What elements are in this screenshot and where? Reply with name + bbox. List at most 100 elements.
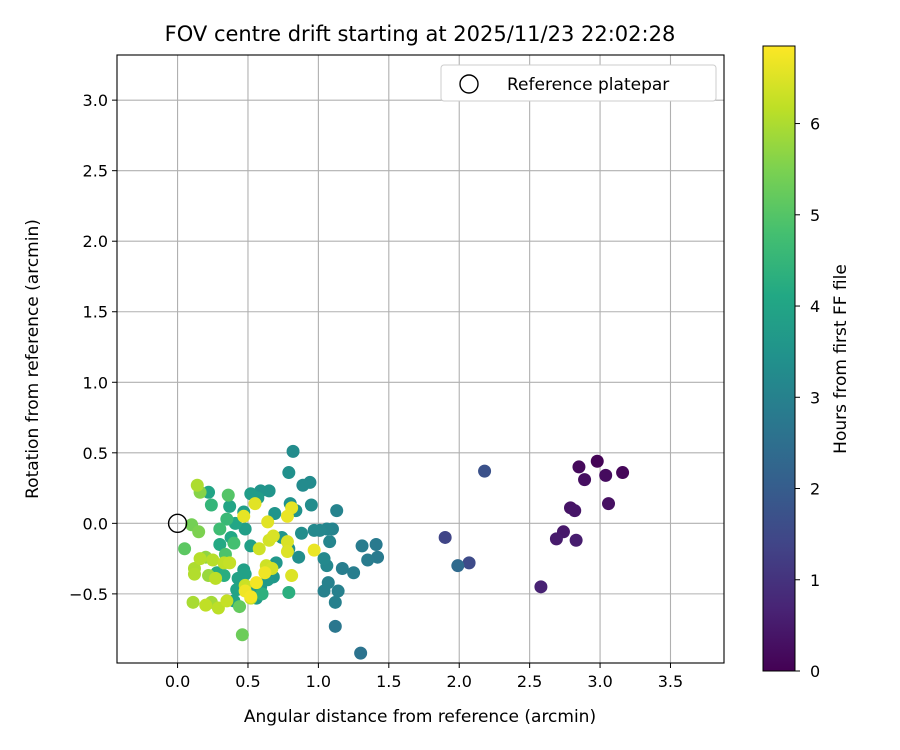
- data-point: [534, 580, 548, 594]
- y-tick-label: 1.5: [83, 303, 108, 322]
- data-point: [317, 584, 331, 598]
- data-points: [178, 444, 630, 660]
- data-point: [220, 594, 234, 608]
- data-point: [478, 464, 492, 478]
- colorbar-tick-label: 2: [810, 480, 820, 499]
- x-tick-label: 0.5: [235, 672, 260, 691]
- data-point: [323, 535, 337, 549]
- colorbar-tick-label: 4: [810, 297, 820, 316]
- y-tick-label: 2.0: [83, 232, 108, 251]
- data-point: [354, 646, 368, 660]
- data-point: [258, 566, 272, 580]
- y-tick-label: 0.5: [83, 444, 108, 463]
- data-point: [331, 584, 345, 598]
- data-point: [213, 538, 227, 552]
- data-point: [451, 559, 465, 573]
- y-axis-label: Rotation from reference (arcmin): [23, 219, 43, 499]
- data-point: [252, 542, 266, 556]
- data-point: [190, 478, 204, 492]
- data-point: [209, 571, 223, 585]
- y-axis-ticks: −0.5 0.0 0.5 1.0 1.5 2.0 2.5 3.0: [69, 91, 117, 604]
- data-point: [371, 550, 385, 564]
- colorbar-tick-label: 1: [810, 571, 820, 590]
- grid-lines: [117, 55, 724, 663]
- y-tick-label: 1.0: [83, 373, 108, 392]
- data-point: [294, 526, 308, 540]
- data-point: [361, 553, 375, 567]
- data-point: [569, 533, 583, 547]
- x-tick-label: 1.5: [376, 672, 401, 691]
- colorbar-gradient: [762, 45, 796, 672]
- data-point: [328, 619, 342, 633]
- data-point: [238, 522, 252, 536]
- data-point: [266, 529, 280, 543]
- data-point: [237, 509, 251, 523]
- data-point: [233, 600, 247, 614]
- data-point: [296, 478, 310, 492]
- colorbar-tick-label: 6: [810, 115, 820, 134]
- x-tick-label: 0.0: [165, 672, 190, 691]
- legend: Reference platepar: [440, 64, 717, 102]
- x-tick-label: 3.0: [587, 672, 612, 691]
- colorbar-tick-label: 0: [810, 662, 820, 681]
- data-point: [244, 590, 258, 604]
- data-point: [280, 535, 294, 549]
- data-point: [223, 556, 237, 570]
- data-point: [292, 550, 306, 564]
- data-point: [255, 587, 269, 601]
- x-tick-label: 2.0: [447, 672, 472, 691]
- y-tick-label: −0.5: [69, 585, 108, 604]
- plot-frame: [116, 54, 725, 664]
- legend-box: [440, 64, 717, 102]
- data-point: [602, 497, 616, 511]
- data-point: [355, 539, 369, 553]
- data-point: [285, 569, 299, 583]
- data-point: [187, 567, 201, 581]
- data-point: [178, 542, 192, 556]
- data-point: [304, 498, 318, 512]
- x-tick-label: 2.5: [517, 672, 542, 691]
- colorbar-tick-label: 3: [810, 388, 820, 407]
- data-point: [282, 466, 296, 480]
- data-point: [307, 523, 321, 537]
- data-point: [578, 473, 592, 487]
- legend-reference-icon: [459, 74, 479, 94]
- data-point: [369, 538, 383, 552]
- data-point: [438, 530, 452, 544]
- data-point: [199, 598, 213, 612]
- data-point: [317, 552, 331, 566]
- data-point: [599, 468, 613, 482]
- data-point: [286, 444, 300, 458]
- data-point: [227, 536, 241, 550]
- data-point: [280, 545, 294, 559]
- y-tick-label: 3.0: [83, 91, 108, 110]
- colorbar: 0 1 2 3 4 5 6 Hours from first FF file: [762, 45, 851, 681]
- y-tick-label: 2.5: [83, 162, 108, 181]
- legend-reference-label: Reference platepar: [507, 75, 669, 95]
- data-point: [192, 525, 206, 539]
- data-point: [193, 552, 207, 566]
- x-tick-label: 3.5: [658, 672, 683, 691]
- data-point: [307, 543, 321, 557]
- data-point: [204, 498, 218, 512]
- data-point: [186, 595, 200, 609]
- colorbar-label: Hours from first FF file: [831, 264, 851, 454]
- reference-point-marker: [167, 513, 188, 534]
- data-point: [462, 556, 476, 570]
- data-point: [261, 515, 275, 529]
- data-point: [335, 561, 349, 575]
- data-point: [248, 497, 262, 511]
- data-point: [568, 504, 582, 518]
- data-point: [223, 499, 237, 513]
- data-point: [280, 509, 294, 523]
- x-axis-ticks: 0.0 0.5 1.0 1.5 2.0 2.5 3.0 3.5: [165, 663, 683, 691]
- data-point: [249, 576, 263, 590]
- colorbar-ticks: 0 1 2 3 4 5 6: [795, 115, 820, 681]
- data-point: [235, 628, 249, 642]
- chart-title: FOV centre drift starting at 2025/11/23 …: [165, 22, 676, 46]
- data-point: [282, 585, 296, 599]
- data-point: [616, 466, 630, 480]
- data-point: [330, 504, 344, 518]
- data-point: [328, 595, 342, 609]
